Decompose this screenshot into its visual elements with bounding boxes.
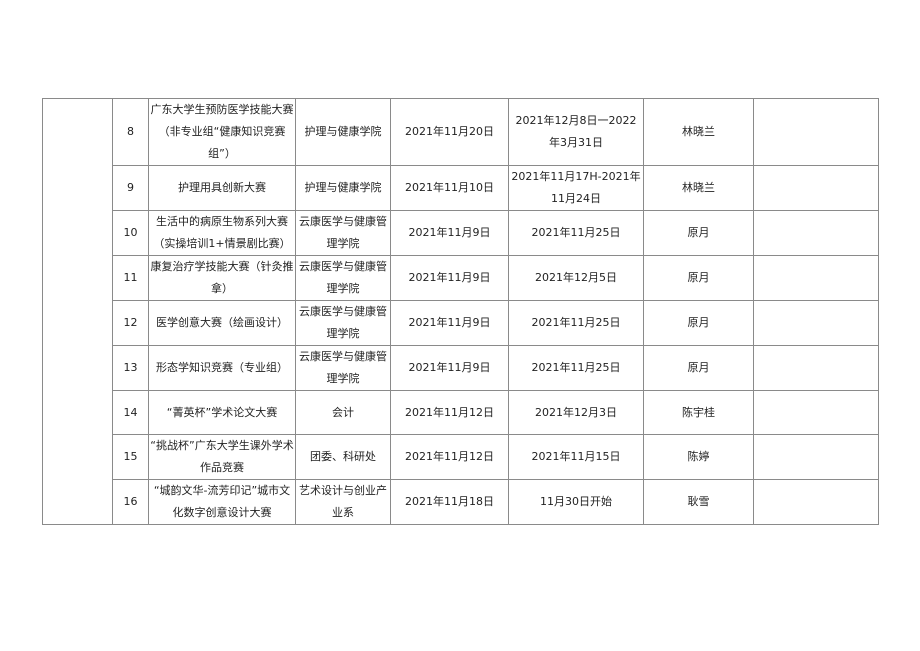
- competition-period: 11月30日开始: [508, 479, 644, 525]
- competition-period: 2021年12月3日: [508, 390, 644, 435]
- organizer: 云康医学与健康管理学院: [295, 345, 391, 391]
- competition-period: 2021年11月25日: [508, 300, 644, 346]
- start-date: 2021年11月12日: [390, 434, 509, 480]
- competition-name: 广东大学生预防医学技能大赛（非专业组“健康知识竞赛组”）: [148, 98, 296, 166]
- contact-person: 原月: [643, 345, 754, 391]
- remarks: [753, 300, 879, 346]
- competition-period: 2021年12月5日: [508, 255, 644, 301]
- organizer: 会计: [295, 390, 391, 435]
- start-date: 2021年11月12日: [390, 390, 509, 435]
- competition-name: 医学创意大赛（绘画设计）: [148, 300, 296, 346]
- contact-person: 陈婷: [643, 434, 754, 480]
- organizer: 云康医学与健康管理学院: [295, 300, 391, 346]
- table-row: 8 广东大学生预防医学技能大赛（非专业组“健康知识竞赛组”） 护理与健康学院 2021…: [42, 98, 879, 525]
- table-row: 13 形态学知识竞赛（专业组） 云康医学与健康管理学院 2021年11月9日 2021年…: [43, 345, 879, 391]
- row-number: 9: [112, 165, 149, 211]
- row-number: 8: [112, 98, 149, 166]
- competition-period: 2021年11月17H-2021年11月24日: [508, 165, 644, 211]
- competition-name: “挑战杯”广东大学生课外学术作品竞赛: [148, 434, 296, 480]
- row-number: 14: [112, 390, 149, 435]
- organizer: 护理与健康学院: [295, 165, 391, 211]
- competition-period: 2021年11月25日: [508, 210, 644, 256]
- contact-person: 林晓兰: [643, 165, 754, 211]
- competition-period: 2021年11月25日: [508, 345, 644, 391]
- organizer: 护理与健康学院: [295, 98, 391, 166]
- table-row: 10 生活中的病原生物系列大赛（实操培训1+情景剧比赛） 云康医学与健康管理学院 20…: [43, 210, 879, 256]
- remarks: [753, 479, 879, 525]
- remarks: [753, 165, 879, 211]
- organizer: 团委、科研处: [295, 434, 391, 480]
- organizer: 云康医学与健康管理学院: [295, 255, 391, 301]
- row-number: 12: [112, 300, 149, 346]
- table-row: 14 “菁英杯”学术论文大赛 会计 2021年11月12日 2021年12月3日 陈宇桂: [43, 390, 879, 435]
- remarks: [753, 434, 879, 480]
- remarks: [753, 98, 879, 166]
- remarks: [753, 255, 879, 301]
- table-row: 9 护理用具创新大赛 护理与健康学院 2021年11月10日 2021年11月17H-2…: [43, 165, 879, 211]
- competition-period: 2021年11月15日: [508, 434, 644, 480]
- row-number: 15: [112, 434, 149, 480]
- contact-person: 原月: [643, 255, 754, 301]
- row-number: 11: [112, 255, 149, 301]
- start-date: 2021年11月9日: [390, 210, 509, 256]
- competition-table: 8 广东大学生预防医学技能大赛（非专业组“健康知识竞赛组”） 护理与健康学院 2021…: [42, 98, 879, 525]
- start-date: 2021年11月9日: [390, 255, 509, 301]
- organizer: 艺术设计与创业产业系: [295, 479, 391, 525]
- competition-name: 护理用具创新大赛: [148, 165, 296, 211]
- competition-name: “城韵文华-流芳印记”城市文化数字创意设计大赛: [148, 479, 296, 525]
- contact-person: 原月: [643, 300, 754, 346]
- competition-period: 2021年12月8日一2022年3月31日: [508, 98, 644, 166]
- table-row: 12 医学创意大赛（绘画设计） 云康医学与健康管理学院 2021年11月9日 2021年…: [43, 300, 879, 346]
- contact-person: 陈宇桂: [643, 390, 754, 435]
- row-number: 16: [112, 479, 149, 525]
- contact-person: 耿雪: [643, 479, 754, 525]
- remarks: [753, 210, 879, 256]
- table-row: 15 “挑战杯”广东大学生课外学术作品竞赛 团委、科研处 2021年11月12日 202…: [43, 434, 879, 480]
- start-date: 2021年11月9日: [390, 345, 509, 391]
- start-date: 2021年11月9日: [390, 300, 509, 346]
- table-row: 11 康复治疗学技能大赛（针灸推拿） 云康医学与健康管理学院 2021年11月9日 20…: [43, 255, 879, 301]
- start-date: 2021年11月10日: [390, 165, 509, 211]
- competition-name: 形态学知识竞赛（专业组）: [148, 345, 296, 391]
- competition-name: “菁英杯”学术论文大赛: [148, 390, 296, 435]
- competition-name: 康复治疗学技能大赛（针灸推拿）: [148, 255, 296, 301]
- remarks: [753, 390, 879, 435]
- start-date: 2021年11月18日: [390, 479, 509, 525]
- row-number: 13: [112, 345, 149, 391]
- contact-person: 原月: [643, 210, 754, 256]
- table-row: 16 “城韵文华-流芳印记”城市文化数字创意设计大赛 艺术设计与创业产业系 2021年…: [43, 479, 879, 525]
- organizer: 云康医学与健康管理学院: [295, 210, 391, 256]
- remarks: [753, 345, 879, 391]
- category-cell: [42, 98, 113, 525]
- row-number: 10: [112, 210, 149, 256]
- start-date: 2021年11月20日: [390, 98, 509, 166]
- contact-person: 林晓兰: [643, 98, 754, 166]
- competition-name: 生活中的病原生物系列大赛（实操培训1+情景剧比赛）: [148, 210, 296, 256]
